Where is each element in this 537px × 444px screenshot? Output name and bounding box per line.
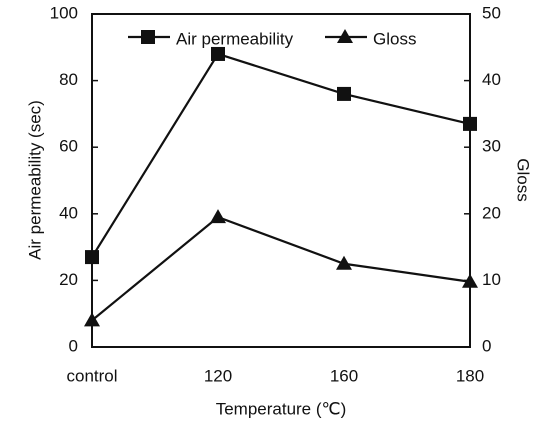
series-line [91, 215, 471, 322]
series-marker [463, 116, 477, 131]
x-axis-label: Temperature (℃) [216, 399, 347, 418]
series-marker [85, 250, 99, 265]
series-line [91, 52, 471, 258]
y2-axis-label: Gloss [514, 158, 533, 201]
y-tick-label: 40 [59, 203, 78, 222]
legend-marker [141, 30, 155, 44]
y2-tick-label: 20 [482, 203, 501, 222]
y2-tick-label: 40 [482, 70, 501, 89]
y2-tick-label: 30 [482, 137, 501, 156]
x-tick-label: 180 [456, 366, 484, 385]
x-tick-label: 160 [330, 366, 358, 385]
y-tick-label: 20 [59, 270, 78, 289]
y-tick-label: 0 [69, 336, 78, 355]
legend-marker [337, 29, 353, 43]
y-tick-label: 100 [50, 3, 78, 22]
y-axis-label: Air permeability (sec) [25, 100, 44, 260]
legend-label: Gloss [373, 29, 416, 48]
legend-label: Air permeability [176, 29, 294, 48]
x-tick-label: control [66, 366, 117, 385]
series-marker [336, 255, 352, 270]
series-marker [210, 209, 226, 224]
series-marker [84, 312, 100, 327]
series-marker [337, 86, 351, 101]
x-tick-label: 120 [204, 366, 232, 385]
y-tick-label: 60 [59, 137, 78, 156]
y-tick-label: 80 [59, 70, 78, 89]
series-marker [211, 46, 225, 61]
series-marker [462, 273, 478, 288]
y2-tick-label: 50 [482, 3, 501, 22]
y2-tick-label: 0 [482, 336, 491, 355]
plot-frame [91, 13, 471, 348]
y2-tick-label: 10 [482, 270, 501, 289]
